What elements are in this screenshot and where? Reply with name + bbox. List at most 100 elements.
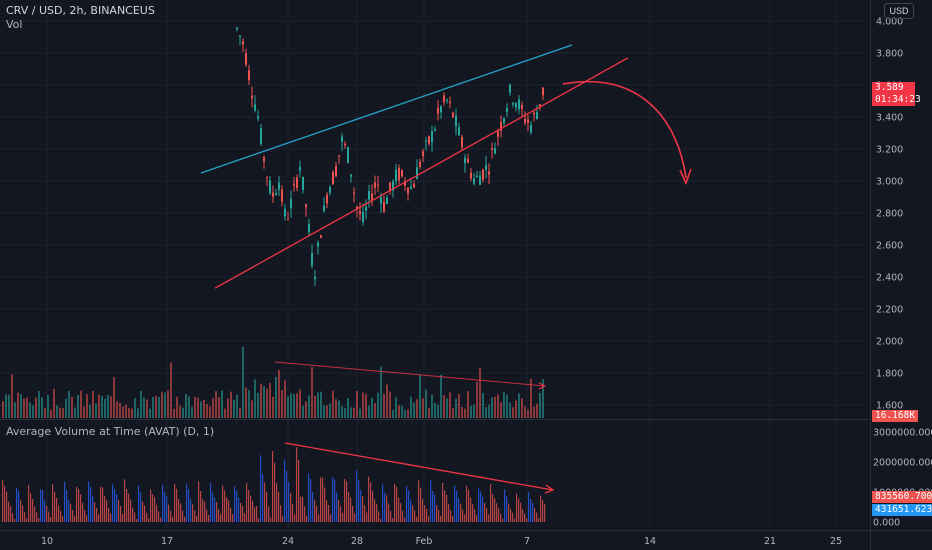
candle-body [533,112,535,115]
volume-bar [359,408,361,418]
avat-bar [310,478,312,522]
volume-bar [317,392,319,418]
bar-countdown-tag: 01:34:23 [872,94,921,106]
volume-bar [407,409,409,418]
time-axis[interactable]: 10 17 24 28 Feb 7 14 21 25 [41,536,842,547]
candle-body [482,169,484,180]
upper-resistance-trendline[interactable] [200,44,573,174]
volume-bar [236,394,238,418]
volume-bar [281,389,283,418]
avat-bar [394,483,396,522]
volume-bar [68,391,70,418]
avat-bar [278,491,280,522]
volume-legend[interactable]: Vol [6,18,23,31]
avat-bar [194,510,196,522]
candle-body [443,95,445,103]
avat-bar [526,518,528,522]
volume-bar [8,394,10,418]
avat-bar [454,485,456,522]
volume-bar [275,377,277,418]
candle-body [461,136,463,148]
volume-bar [260,383,262,418]
avat-bar [136,519,138,522]
symbol-title[interactable]: CRV / USD, 2h, BINANCEUS [6,4,155,17]
avat-bar [176,488,178,522]
avat-bar [102,487,104,522]
avat-bar [38,517,40,522]
avat-bar [494,498,496,522]
lower-support-trendline[interactable] [214,57,629,289]
avat-bar [402,510,404,522]
avat-tick-label: 0.000 [873,518,900,529]
volume-trendline[interactable] [274,361,546,387]
candle-body [362,212,364,222]
avat-bar [64,481,66,522]
avat-bar [426,508,428,522]
avat-bar [320,477,322,522]
avat-bar [328,505,330,522]
volume-bar [500,402,502,418]
avat-bar [468,489,470,522]
avat-bar [446,494,448,522]
avat-bar [228,500,230,522]
volume-bar [425,389,427,418]
volume-bar [449,392,451,418]
candles [236,26,544,286]
avat-bar [350,497,352,522]
avat-bar [74,515,76,522]
avat-bar [304,506,306,522]
avat-bar [386,495,388,522]
avat-bar [508,503,510,522]
candle-body [236,27,238,30]
avat-bar [142,501,144,522]
avat-bar [302,496,304,522]
volume-bar [335,399,337,418]
avat-trendline[interactable] [284,442,554,491]
avat-bar [96,507,98,522]
volume-bar [104,398,106,418]
indicator-legend[interactable]: Average Volume at Time (AVAT) (D, 1) [6,425,215,438]
price-tick-label: 3.400 [876,113,903,124]
avat-bar [134,512,136,522]
avat-bar [170,510,172,522]
volume-bar [59,407,61,418]
avat-bar [82,502,84,522]
candle-body [476,175,478,178]
avat-bar [298,459,300,522]
price-tick-label: 4.000 [876,17,903,28]
volume-bar [131,408,133,418]
avat-bar [180,503,182,522]
avat-bar [80,494,82,522]
avat-bar [110,513,112,522]
candle-body [293,184,295,186]
avat-bar [348,492,350,522]
volume-bar [314,395,316,418]
candle-body [416,167,418,180]
avat-bar [70,503,72,522]
candle-body [431,130,433,143]
time-tick-label: Feb [416,536,433,547]
avat-bar [198,481,200,522]
volume-bar [233,399,235,418]
avat-bar [424,505,426,522]
avat-bar [296,447,298,522]
avat-bar [288,481,290,522]
volume-bar [302,405,304,418]
avat-bar [50,516,52,522]
avat-bar [460,503,462,522]
avat-bar [534,507,536,522]
avat-bar [414,510,416,522]
avat-bar [148,518,150,522]
time-tick-label: 21 [764,536,776,547]
candle-body [308,224,310,233]
avat-bar [476,514,478,522]
avat-bar [46,506,48,522]
currency-button[interactable]: USD [884,3,914,19]
volume-bar [305,401,307,418]
avat-bar [336,492,338,522]
volume-bar [347,397,349,418]
volume-bar [386,384,388,418]
